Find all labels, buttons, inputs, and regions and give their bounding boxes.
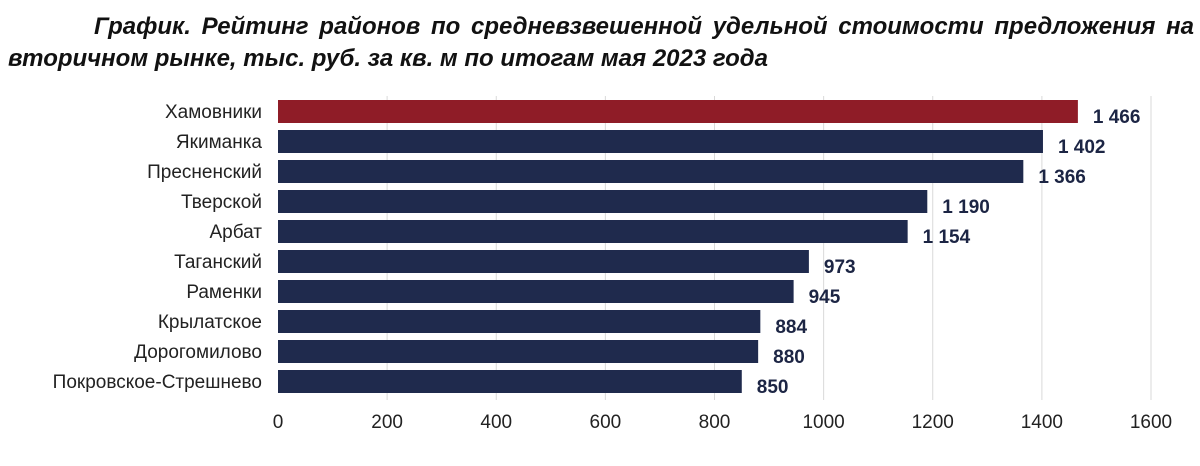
value-label: 880 xyxy=(773,347,805,368)
bar xyxy=(278,100,1078,123)
category-label: Хамовники xyxy=(165,102,262,123)
x-tick-label: 400 xyxy=(480,412,512,433)
category-label: Якиманка xyxy=(176,132,262,153)
category-label: Тверской xyxy=(181,192,262,213)
bar xyxy=(278,310,761,333)
value-label: 850 xyxy=(757,377,789,398)
value-label: 1 402 xyxy=(1058,137,1106,158)
category-label: Раменки xyxy=(186,282,262,303)
category-label: Арбат xyxy=(209,222,262,243)
bar xyxy=(278,370,742,393)
x-tick-label: 1200 xyxy=(912,412,954,433)
bar xyxy=(278,250,809,273)
chart-title-line-2: вторичном рынке, тыс. руб. за кв. м по и… xyxy=(8,45,768,72)
value-label: 884 xyxy=(775,317,807,338)
bar xyxy=(278,220,908,243)
category-label: Пресненский xyxy=(147,162,262,183)
value-label: 1 466 xyxy=(1093,107,1141,128)
chart-title-line-1: График. Рейтинг районов по средневзвешен… xyxy=(94,13,1194,40)
bar xyxy=(278,340,759,363)
x-axis-ticks: 0 200 400 600 800 1000 1200 1400 1600 xyxy=(273,412,1172,433)
x-tick-label: 1000 xyxy=(802,412,844,433)
x-tick-label: 200 xyxy=(371,412,403,433)
x-tick-label: 800 xyxy=(699,412,731,433)
category-labels: Хамовники Якиманка Пресненский Тверской Арба… xyxy=(53,102,263,393)
value-label: 1 190 xyxy=(942,197,990,218)
x-tick-label: 0 xyxy=(273,412,284,433)
category-label: Дорогомилово xyxy=(134,342,262,363)
x-tick-label: 1600 xyxy=(1130,412,1172,433)
bar xyxy=(278,190,928,213)
category-label: Таганский xyxy=(174,252,262,273)
bar xyxy=(278,130,1043,153)
x-tick-label: 1400 xyxy=(1021,412,1063,433)
chart-title: График. Рейтинг районов по средневзвешен… xyxy=(8,11,1194,75)
bars xyxy=(278,100,1078,393)
value-label: 1 154 xyxy=(923,227,971,248)
x-tick-label: 600 xyxy=(590,412,622,433)
value-label: 1 366 xyxy=(1038,167,1086,188)
bar xyxy=(278,160,1024,183)
category-label: Покровское-Стрешнево xyxy=(53,372,262,393)
value-label: 973 xyxy=(824,257,856,278)
bar xyxy=(278,280,794,303)
value-label: 945 xyxy=(809,287,841,308)
category-label: Крылатское xyxy=(158,312,262,333)
